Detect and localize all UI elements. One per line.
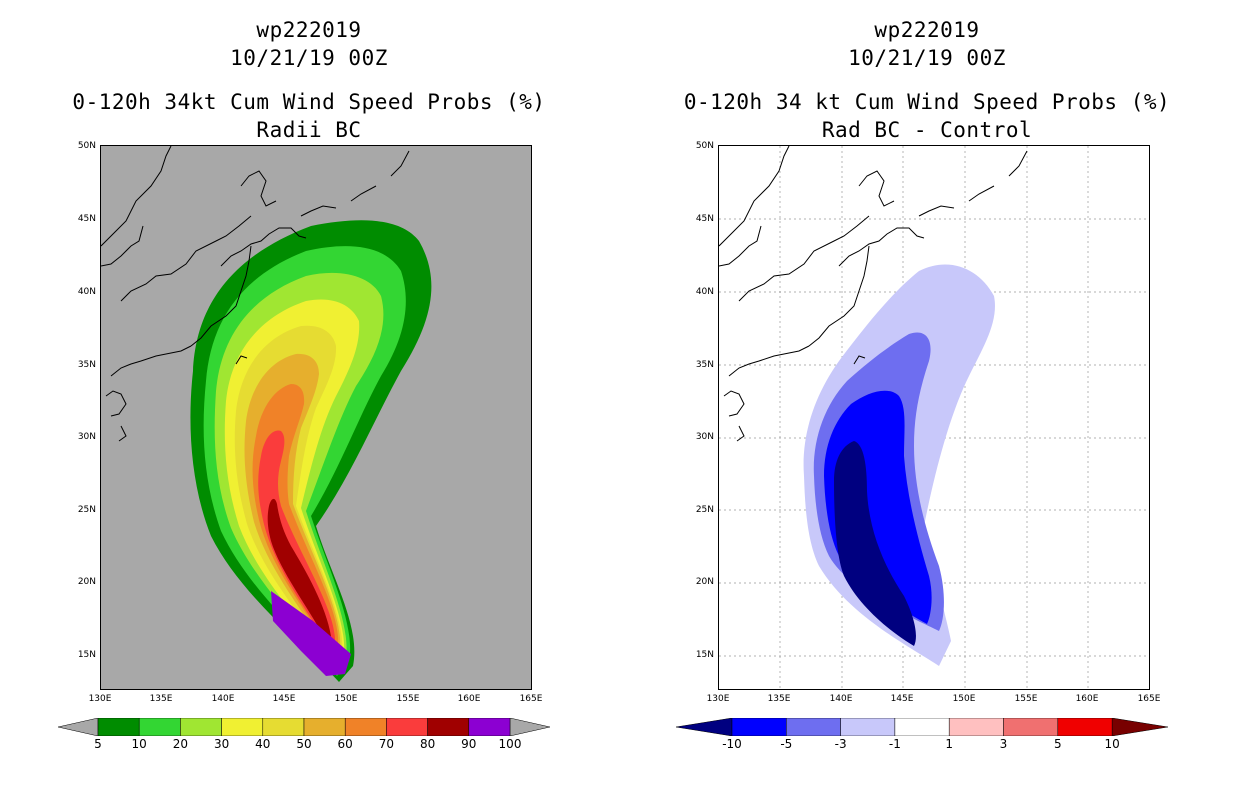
right-colorbar-label: 10 — [1104, 737, 1120, 751]
right-title: 0-120h 34 kt Cum Wind Speed Probs (%) — [683, 90, 1171, 114]
left-colorbar-cell — [221, 718, 264, 736]
right-lat-label: 45N — [695, 214, 714, 224]
right-lon-label: 165E — [1137, 694, 1161, 704]
right-colorbar-cell — [786, 718, 841, 736]
left-lon-label: 150E — [334, 694, 358, 704]
right-lon-label: 135E — [767, 694, 791, 704]
prob-80 — [267, 498, 331, 644]
left-colorbar-cell — [138, 718, 181, 736]
right-lon-label: 155E — [1014, 694, 1038, 704]
left-date: 10/21/19 00Z — [230, 46, 388, 70]
left-colorbar-label: 100 — [498, 737, 522, 751]
left-colorbar-arrow-low — [58, 718, 99, 736]
prob-90 — [271, 591, 351, 676]
left-colorbar — [58, 718, 551, 736]
right-subtitle: Rad BC - Control — [821, 118, 1033, 142]
right-lon-label: 160E — [1075, 694, 1099, 704]
left-colorbar-cell — [97, 718, 140, 736]
left-colorbar-cell — [468, 718, 511, 736]
right-coastlines — [719, 146, 1028, 442]
left-colorbar-label: 60 — [337, 737, 353, 751]
right-lon-label: 150E — [952, 694, 976, 704]
right-colorbar-arrow-high — [1111, 718, 1169, 736]
right-colorbar-label: -1 — [888, 737, 901, 751]
left-colorbar-label: 5 — [94, 737, 102, 751]
right-colorbar-label: 1 — [945, 737, 953, 751]
left-lon-label: 165E — [519, 694, 543, 704]
left-colorbar-label: 10 — [131, 737, 147, 751]
left-colorbar-label: 50 — [296, 737, 312, 751]
left-lat-label: 40N — [77, 287, 96, 297]
right-colorbar-cell — [1057, 718, 1113, 736]
right-colorbar-cell — [840, 718, 896, 736]
left-lat-label: 50N — [77, 141, 96, 151]
diff-minus10 — [834, 441, 916, 646]
left-lon-label: 160E — [457, 694, 481, 704]
right-panel: wp222019 10/21/19 00Z 0-120h 34 kt Cum W… — [618, 0, 1236, 800]
left-lon-label: 135E — [149, 694, 173, 704]
left-map — [100, 145, 532, 690]
right-colorbar-label: -3 — [834, 737, 847, 751]
right-lat-label: 30N — [695, 432, 714, 442]
right-colorbar-cell — [894, 718, 950, 736]
right-lat-label: 25N — [695, 505, 714, 515]
left-colorbar-label: 40 — [255, 737, 271, 751]
left-lat-label: 25N — [77, 505, 96, 515]
left-map-svg — [101, 146, 531, 689]
right-colorbar-label: -5 — [780, 737, 793, 751]
right-lon-label: 145E — [890, 694, 914, 704]
left-colorbar-cell — [344, 718, 387, 736]
left-colorbar-cell — [386, 718, 428, 736]
left-subtitle: Radii BC — [256, 118, 362, 142]
left-lon-label: 140E — [211, 694, 235, 704]
right-colorbar-label: 5 — [1053, 737, 1062, 751]
right-colorbar-cell — [1003, 718, 1059, 736]
left-lat-label: 15N — [77, 650, 96, 660]
right-colorbar-cell — [948, 718, 1004, 736]
right-storm-id: wp222019 — [874, 18, 980, 42]
right-lon-label: 140E — [829, 694, 853, 704]
left-lat-label: 35N — [77, 360, 96, 370]
right-map-svg — [719, 146, 1149, 689]
left-colorbar-label: 70 — [378, 737, 395, 751]
left-colorbar-cell — [427, 718, 470, 736]
left-lat-label: 30N — [77, 432, 96, 442]
left-coastlines — [101, 146, 410, 442]
left-lat-label: 45N — [77, 214, 96, 224]
right-map — [718, 145, 1150, 690]
left-colorbar-label: 20 — [172, 737, 189, 751]
left-title: 0-120h 34kt Cum Wind Speed Probs (%) — [72, 90, 546, 114]
left-panel: wp222019 10/21/19 00Z 0-120h 34kt Cum Wi… — [58, 18, 551, 751]
left-colorbar-label: 90 — [461, 737, 477, 751]
right-lon-label: 130E — [706, 694, 730, 704]
right-colorbar-label: -10 — [722, 737, 742, 751]
right-lat-label: 15N — [695, 650, 714, 660]
right-colorbar-label: 3 — [999, 737, 1008, 751]
left-colorbar-label: 30 — [213, 737, 230, 751]
right-lat-label: 35N — [695, 360, 714, 370]
right-colorbar — [676, 718, 1169, 736]
right-colorbar-arrow-low — [676, 718, 733, 736]
left-colorbar-label: 80 — [419, 737, 436, 751]
left-lon-label: 145E — [272, 694, 296, 704]
left-colorbar-cell — [303, 718, 346, 736]
left-lon-label: 130E — [88, 694, 112, 704]
left-colorbar-cell — [180, 718, 222, 736]
right-lat-label: 20N — [695, 577, 714, 587]
right-date: 10/21/19 00Z — [848, 46, 1006, 70]
left-lon-label: 155E — [396, 694, 420, 704]
right-lat-label: 50N — [695, 141, 714, 151]
left-storm-id: wp222019 — [256, 18, 362, 42]
right-colorbar-cell — [731, 718, 787, 736]
right-lat-label: 40N — [695, 287, 714, 297]
left-lat-label: 20N — [77, 577, 96, 587]
left-colorbar-cell — [262, 718, 305, 736]
left-colorbar-arrow-high — [509, 718, 551, 736]
